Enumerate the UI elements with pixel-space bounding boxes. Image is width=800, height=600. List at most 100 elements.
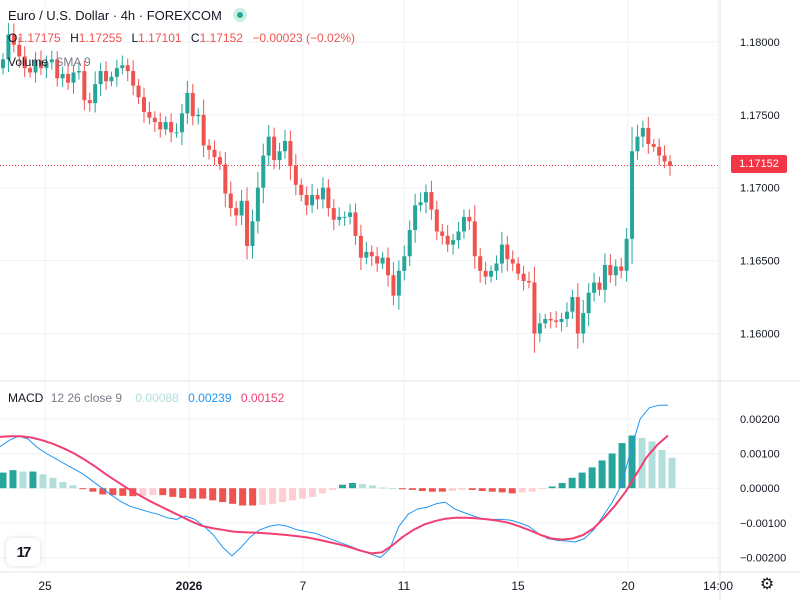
candle-body — [288, 141, 293, 166]
candle-body — [407, 230, 412, 257]
macd-hist-bar — [588, 467, 596, 489]
macd-hist-bar — [378, 487, 386, 489]
candle-body — [11, 34, 16, 45]
macd-hist-bar — [578, 472, 586, 489]
candle-body — [456, 231, 461, 241]
open-value: 1.17175 — [17, 31, 61, 45]
candle-body — [608, 265, 613, 276]
candle-body — [342, 216, 347, 218]
macd-hist-bar — [109, 488, 117, 496]
candle-body — [196, 114, 201, 117]
candle-body — [651, 143, 656, 147]
low-value: 1.17101 — [138, 31, 182, 45]
candle-body — [570, 297, 575, 312]
candle-body — [93, 84, 98, 104]
candle-body — [478, 256, 483, 271]
candle-body — [510, 259, 515, 264]
volume-label: Volume — [8, 55, 49, 69]
candle-body — [114, 68, 119, 77]
macd-hist-bar — [169, 488, 177, 497]
macd-line — [0, 404, 668, 559]
candle-body — [76, 71, 81, 73]
signal-line — [0, 434, 669, 555]
candle-body — [662, 155, 667, 162]
candle-body — [559, 318, 564, 322]
change-value: −0.00023 (−0.02%) — [252, 31, 356, 45]
candle-body — [548, 318, 553, 321]
candle-body — [402, 256, 407, 271]
candle-body — [451, 240, 456, 245]
candle-body — [120, 65, 125, 69]
gear-icon[interactable]: ⚙ — [759, 576, 775, 593]
price-tick-label: 1.16500 — [740, 256, 780, 268]
candle-body — [304, 195, 309, 206]
candle-body — [396, 270, 401, 296]
macd-signal-value: 0.00152 — [240, 391, 285, 405]
candle-body — [581, 313, 586, 334]
candle-body — [630, 151, 635, 239]
macd-hist-bar — [19, 471, 27, 489]
macd-hist-bar — [648, 441, 656, 489]
tradingview-logo-icon[interactable]: 17 — [6, 538, 40, 566]
candle-body — [461, 216, 466, 232]
candle-body — [250, 221, 255, 247]
macd-hist-bar — [259, 488, 267, 505]
candle-body — [44, 62, 49, 69]
macd-hist-bar — [79, 488, 87, 490]
candle-body — [331, 208, 336, 220]
price-tick-label: 1.18000 — [740, 37, 780, 49]
candle-body — [6, 34, 11, 60]
symbol-title[interactable]: Euro / U.S. Dollar · 4h · FOREXCOM — [8, 8, 248, 23]
macd-hist-bar — [299, 488, 307, 499]
ohlc-legend: O1.17175 H1.17255 L1.17101 C1.17152 −0.0… — [8, 31, 361, 45]
candle-body — [375, 256, 380, 264]
macd-hist-bar — [329, 488, 337, 490]
candle-body — [104, 71, 109, 82]
candle-body — [201, 114, 206, 146]
candle-body — [125, 65, 130, 72]
macd-hist-bar — [438, 488, 446, 492]
candle-body — [315, 195, 320, 200]
candle-body — [391, 275, 396, 296]
candle-body — [299, 184, 304, 195]
macd-hist-bar — [239, 488, 247, 506]
candle-body — [467, 216, 472, 222]
candle-body — [169, 122, 174, 133]
candle-body — [429, 192, 434, 210]
candle-body — [49, 59, 54, 63]
candle-body — [592, 282, 597, 293]
candle-body — [337, 216, 342, 220]
macd-hist-bar — [39, 474, 47, 489]
macd-hist-bar — [558, 483, 566, 489]
volume-legend[interactable]: Volume SMA 9 — [8, 55, 91, 69]
candle-body — [33, 60, 38, 73]
candle-body — [266, 136, 271, 156]
candle-body — [174, 132, 179, 134]
candle-body — [293, 165, 298, 185]
low-label: L — [131, 31, 139, 45]
macd-hist-bar — [488, 488, 496, 492]
macd-hist-bar — [668, 457, 676, 489]
candle-body — [602, 265, 607, 290]
macd-hist-bar — [219, 488, 227, 503]
candle-body — [272, 136, 277, 160]
macd-hist-bar — [528, 488, 536, 492]
macd-hist-bar — [99, 488, 107, 495]
macd-hist-bar — [498, 488, 506, 493]
time-tick-label: 11 — [398, 579, 411, 593]
candle-body — [234, 208, 239, 216]
macd-hist-bar — [608, 453, 616, 489]
candle-body — [575, 297, 580, 334]
macd-hist-bar — [119, 488, 127, 496]
candle-body — [228, 193, 233, 209]
candle-body — [255, 187, 260, 222]
candle-body — [521, 273, 526, 282]
time-tick-label: 2026 — [176, 579, 203, 593]
candle-body — [532, 282, 537, 334]
macd-hist-bar — [398, 488, 406, 490]
macd-tick-label: 0.00000 — [740, 483, 780, 495]
macd-hist-bar — [358, 484, 366, 489]
candle-body — [326, 187, 331, 209]
macd-legend[interactable]: MACD 12 26 close 9 0.00088 0.00239 0.001… — [8, 391, 284, 405]
